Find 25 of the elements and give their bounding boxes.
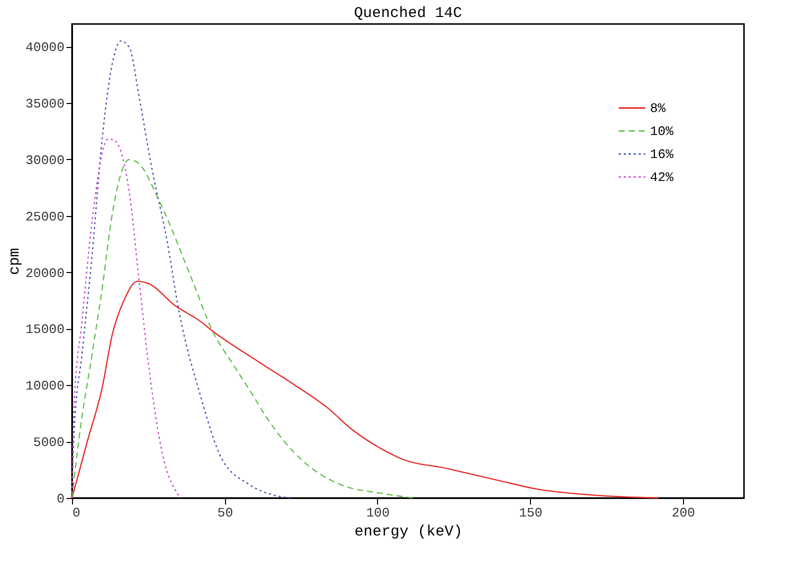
legend-label: 42% xyxy=(650,170,674,185)
y-tick-label: 15000 xyxy=(25,322,64,338)
y-tick-label: 30000 xyxy=(25,152,64,168)
line-series xyxy=(71,40,293,499)
line-series xyxy=(71,158,415,499)
legend-label: 8% xyxy=(650,101,666,116)
x-tick-label: 200 xyxy=(672,506,696,520)
line-series xyxy=(71,280,660,499)
x-axis-title: energy (keV) xyxy=(354,524,463,540)
y-tick-label: 40000 xyxy=(25,40,64,56)
legend-label: 16% xyxy=(650,147,674,162)
chart-title: Quenched 14C xyxy=(354,5,462,22)
line-series xyxy=(71,138,182,499)
y-axis-title: cpm xyxy=(6,248,24,276)
y-tick-label: 25000 xyxy=(25,209,64,224)
x-tick-label: 150 xyxy=(518,506,542,520)
y-tick-label: 0 xyxy=(56,492,64,506)
x-tick-label: 0 xyxy=(72,506,80,520)
y-tick-label: 20000 xyxy=(25,266,64,281)
x-tick-label: 50 xyxy=(217,506,234,520)
x-tick-label: 100 xyxy=(366,506,390,520)
legend-label: 10% xyxy=(650,124,674,139)
y-tick-label: 5000 xyxy=(33,435,64,450)
y-tick-label: 10000 xyxy=(25,378,64,394)
y-tick-label: 35000 xyxy=(25,96,64,112)
